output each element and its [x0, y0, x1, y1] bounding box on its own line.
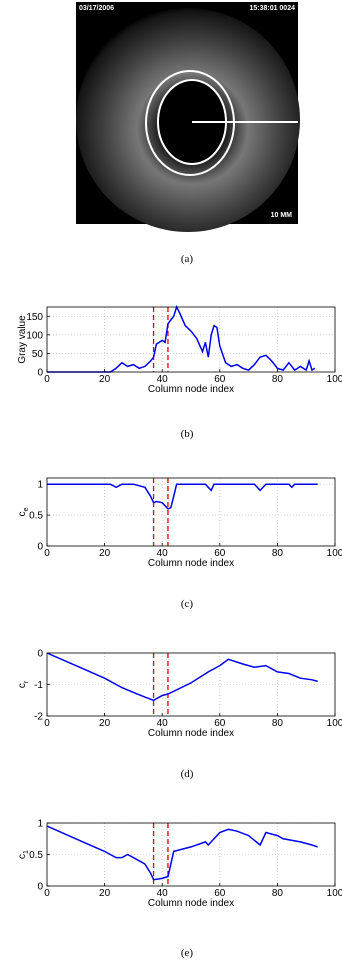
y-axis-label-main: Gray value — [17, 315, 28, 364]
image-scale: 10 MM — [271, 212, 293, 219]
y-tick-label: 0 — [37, 882, 43, 893]
y-tick-label: -1 — [34, 680, 43, 691]
y-axis-label-sub: r — [23, 680, 30, 683]
x-axis-label: Column node index — [148, 728, 234, 739]
y-tick-label: 0.5 — [29, 850, 43, 861]
x-tick-label: 100 — [327, 718, 342, 729]
caption: (a) — [181, 253, 194, 265]
y-tick-label: 0 — [37, 542, 43, 553]
y-axis-label: ce — [17, 507, 30, 516]
x-tick-label: 100 — [327, 548, 342, 559]
y-axis-label: cr — [17, 680, 30, 688]
x-tick-label: 20 — [99, 718, 111, 729]
x-tick-label: 20 — [99, 374, 111, 385]
y-tick-label: 1 — [37, 480, 43, 491]
x-tick-label: 80 — [272, 548, 284, 559]
y-tick-label: 1 — [37, 819, 43, 830]
y-tick-label: 150 — [26, 312, 43, 323]
y-tick-label: -2 — [34, 712, 43, 723]
x-tick-label: 0 — [44, 888, 50, 899]
ultrasound-image: 03/17/2006 15:38:01 0024 10 MM — [76, 2, 300, 232]
x-tick-label: 0 — [44, 718, 50, 729]
x-tick-label: 80 — [272, 718, 284, 729]
x-axis-label: Column node index — [148, 898, 234, 909]
x-tick-label: 0 — [44, 548, 50, 559]
image-date: 03/17/2006 — [79, 5, 114, 12]
caption: (c) — [181, 598, 194, 610]
y-tick-label: 0 — [37, 368, 43, 379]
caption: (e) — [181, 947, 194, 959]
x-tick-label: 0 — [44, 374, 50, 385]
image-time: 15:38:01 0024 — [249, 5, 295, 12]
caption: (d) — [181, 768, 194, 780]
x-axis-label: Column node index — [148, 384, 234, 395]
x-tick-label: 20 — [99, 888, 111, 899]
figure: 03/17/2006 15:38:01 0024 10 MM (a) 02040… — [0, 0, 342, 965]
y-tick-label: 100 — [26, 330, 43, 341]
x-tick-label: 100 — [327, 888, 342, 899]
x-tick-label: 100 — [327, 374, 342, 385]
x-tick-label: 80 — [272, 888, 284, 899]
x-tick-label: 80 — [272, 374, 284, 385]
plot-area — [47, 307, 335, 372]
y-axis-label: Gray value — [17, 315, 28, 364]
caption: (b) — [181, 428, 194, 440]
y-axis-label: c1 — [17, 850, 30, 859]
x-tick-label: 20 — [99, 548, 111, 559]
y-tick-label: 0 — [37, 649, 43, 660]
y-tick-label: 0.5 — [29, 511, 43, 522]
x-axis-label: Column node index — [148, 558, 234, 569]
y-axis-label-sub: e — [23, 507, 30, 511]
y-tick-label: 50 — [32, 349, 44, 360]
y-axis-label-sub: 1 — [23, 850, 30, 854]
